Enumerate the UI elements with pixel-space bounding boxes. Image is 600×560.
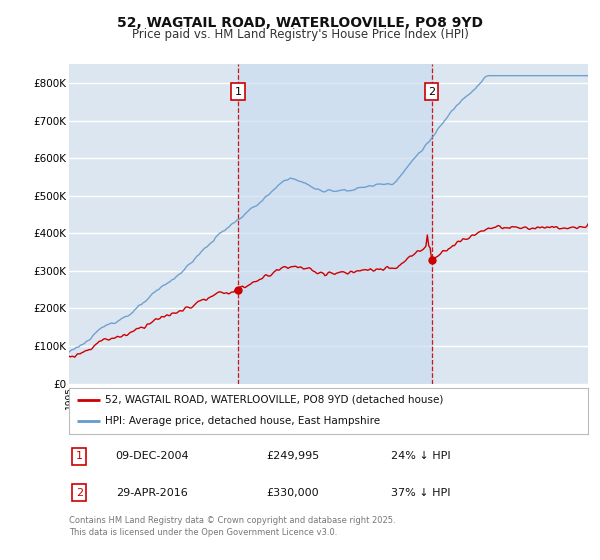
Text: 2: 2 bbox=[76, 488, 83, 498]
Text: 2: 2 bbox=[428, 87, 435, 96]
Text: 09-DEC-2004: 09-DEC-2004 bbox=[116, 451, 190, 461]
Text: 24% ↓ HPI: 24% ↓ HPI bbox=[391, 451, 451, 461]
Text: 1: 1 bbox=[76, 451, 83, 461]
Bar bbox=[238, 64, 431, 384]
Text: Contains HM Land Registry data © Crown copyright and database right 2025.
This d: Contains HM Land Registry data © Crown c… bbox=[69, 516, 395, 537]
Text: 37% ↓ HPI: 37% ↓ HPI bbox=[391, 488, 450, 498]
Text: Price paid vs. HM Land Registry's House Price Index (HPI): Price paid vs. HM Land Registry's House … bbox=[131, 28, 469, 41]
Text: £249,995: £249,995 bbox=[266, 451, 319, 461]
Text: 29-APR-2016: 29-APR-2016 bbox=[116, 488, 187, 498]
Text: 1: 1 bbox=[235, 87, 242, 96]
Text: £330,000: £330,000 bbox=[266, 488, 319, 498]
Text: 52, WAGTAIL ROAD, WATERLOOVILLE, PO8 9YD (detached house): 52, WAGTAIL ROAD, WATERLOOVILLE, PO8 9YD… bbox=[106, 395, 444, 404]
Text: HPI: Average price, detached house, East Hampshire: HPI: Average price, detached house, East… bbox=[106, 416, 380, 426]
Text: 52, WAGTAIL ROAD, WATERLOOVILLE, PO8 9YD: 52, WAGTAIL ROAD, WATERLOOVILLE, PO8 9YD bbox=[117, 16, 483, 30]
